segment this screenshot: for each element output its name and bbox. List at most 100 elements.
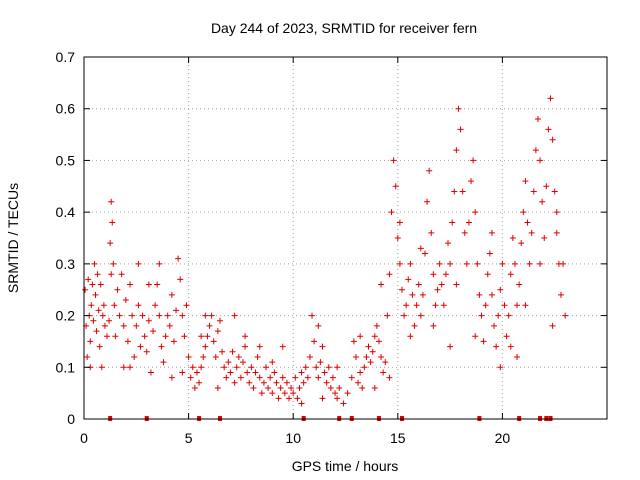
data-point [90,317,97,324]
data-point [258,390,265,397]
data-point [488,229,495,236]
data-point [514,302,521,309]
data-point [474,260,481,267]
data-point [551,188,558,195]
y-tick-label: 0.1 [56,359,76,375]
data-point [396,260,403,267]
data-point [150,328,157,335]
data-point [332,390,339,397]
data-point [296,384,303,391]
data-point [158,343,165,350]
data-point [327,384,334,391]
data-point [137,343,144,350]
data-point [120,322,127,329]
data-point [317,359,324,366]
data-point [94,271,101,278]
data-point [470,157,477,164]
data-point [468,178,475,185]
data-point [212,353,219,360]
data-point [524,219,531,226]
data-point [388,209,395,216]
data-point [430,322,437,329]
data-point [484,271,491,278]
data-point [141,333,148,340]
data-point [417,245,424,252]
data-point [231,312,238,319]
data-point [85,276,92,283]
data-point [355,379,362,386]
data-point [288,384,295,391]
data-point [279,343,286,350]
data-point [394,235,401,241]
data-point [359,384,366,391]
data-point [131,353,138,360]
data-point [88,302,95,309]
data-point [357,333,364,340]
data-point [543,183,550,190]
data-point [290,390,297,397]
y-tick-label: 0.6 [56,101,76,117]
data-point [378,281,385,288]
data-point [183,302,190,309]
data-point [135,302,142,309]
data-point [242,333,249,340]
data-point [145,281,152,288]
data-point [109,219,116,226]
data-point [511,260,518,267]
data-point [204,333,211,340]
data-point [118,271,125,278]
y-tick-label: 0.5 [56,152,76,168]
x-axis: 0 5 10 15 20 [80,57,510,446]
data-point [325,364,332,371]
data-point [286,395,293,402]
data-point [152,302,159,309]
data-point [447,260,454,267]
data-point [426,167,433,174]
data-point [415,281,422,288]
chart-title: Day 244 of 2023, SRMTID for receiver fer… [211,20,477,36]
data-point [106,317,113,324]
data-point [434,286,441,293]
data-point [562,312,569,319]
data-point [298,369,305,376]
data-point [306,353,313,360]
data-point [417,312,424,319]
data-point [168,374,175,381]
data-point [160,359,167,366]
data-point [534,116,541,123]
data-point [98,364,105,371]
data-point [472,333,479,340]
data-point [122,297,129,304]
data-point [409,291,416,298]
data-point [334,395,341,402]
data-point [254,353,261,360]
data-point [403,302,410,309]
data-point [430,271,437,278]
data-point [405,276,412,283]
x-axis-label: GPS time / hours [292,458,399,474]
data-point [239,359,246,366]
data-point [166,322,173,329]
y-tick-label: 0.2 [56,308,76,324]
data-point [407,333,414,340]
x-tick-label: 10 [285,430,301,446]
data-point [315,322,322,329]
data-point [323,379,330,386]
data-point [124,338,131,345]
data-point [537,157,544,164]
data-point [528,229,535,236]
data-point [493,343,500,350]
data-point [392,183,399,190]
data-point [334,364,341,371]
data-point [396,219,403,226]
data-point [530,188,537,195]
data-point [92,291,99,298]
data-point [315,374,322,381]
data-point [398,286,405,293]
data-point [129,312,136,319]
data-point [503,333,510,340]
data-point [491,322,498,329]
data-point [260,379,267,386]
data-point [110,260,117,267]
data-point [371,333,378,340]
